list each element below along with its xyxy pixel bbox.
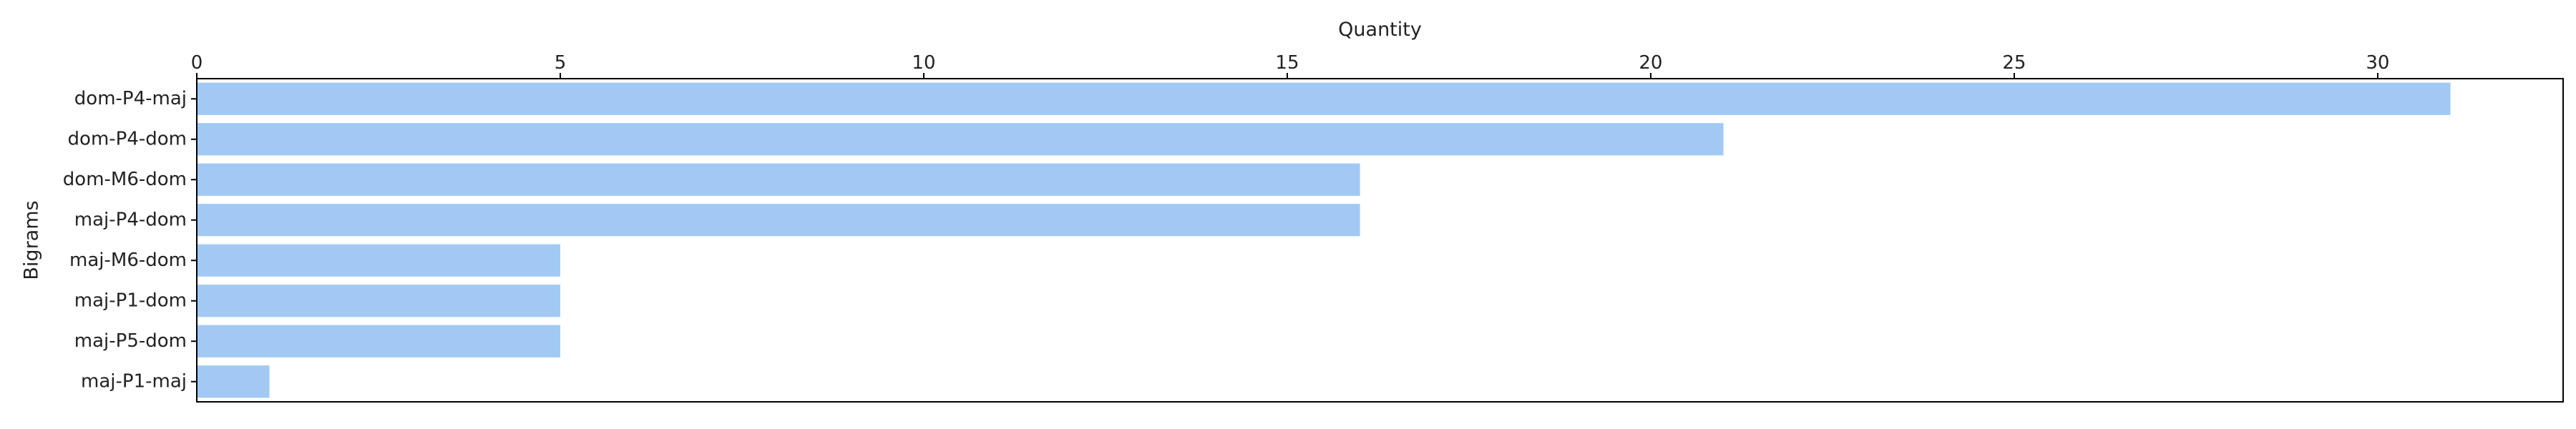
y-tick-label: dom-P4-dom	[68, 128, 187, 149]
bar-dom-P4-dom	[197, 123, 1724, 156]
x-tick-label: 0	[191, 52, 203, 74]
x-tick-label: 25	[2002, 52, 2026, 74]
x-tick-label: 20	[1639, 52, 1662, 74]
x-tick-label: 30	[2366, 52, 2389, 74]
bar-dom-M6-dom	[197, 163, 1360, 196]
x-tick-label: 10	[912, 52, 935, 74]
bar-maj-M6-dom	[197, 244, 560, 277]
bar-maj-P1-maj	[197, 365, 270, 398]
y-tick-label: maj-P1-dom	[74, 290, 187, 311]
y-tick-label: maj-M6-dom	[69, 250, 187, 271]
bars-group	[197, 82, 2451, 398]
x-axis-ticks: 0 5 10 15 20 25 30	[191, 52, 2389, 79]
bar-dom-P4-maj	[197, 82, 2451, 115]
plot-frame	[196, 78, 2564, 403]
y-tick-label: maj-P5-dom	[74, 330, 187, 352]
bar-maj-P1-dom	[197, 285, 560, 317]
x-axis-title: Quantity	[1338, 19, 1422, 41]
bar-maj-P4-dom	[197, 204, 1360, 237]
y-tick-label: dom-P4-maj	[74, 88, 187, 109]
y-axis-ticks: dom-P4-maj dom-P4-dom dom-M6-dom maj-P4-dom…	[63, 88, 197, 392]
y-tick-label: maj-P4-dom	[74, 209, 187, 230]
bar-maj-P5-dom	[197, 325, 560, 358]
y-tick-label: dom-M6-dom	[63, 169, 187, 190]
y-tick-label: maj-P1-maj	[81, 370, 187, 392]
x-tick-label: 5	[555, 52, 567, 74]
y-axis-title: Bigrams	[21, 200, 43, 280]
x-tick-label: 15	[1275, 52, 1299, 74]
